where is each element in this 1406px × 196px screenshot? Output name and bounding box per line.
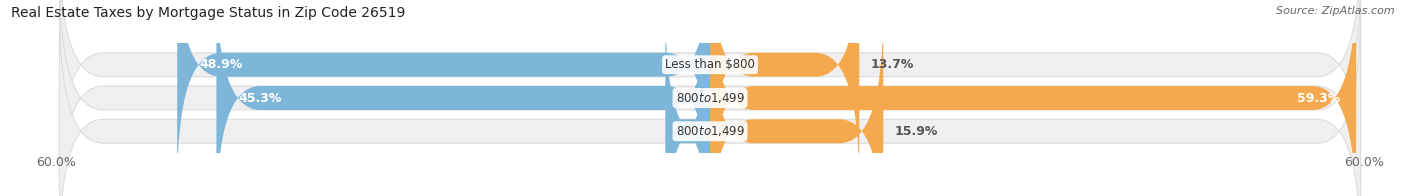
FancyBboxPatch shape bbox=[665, 10, 710, 196]
Text: 48.9%: 48.9% bbox=[200, 58, 242, 71]
Text: Real Estate Taxes by Mortgage Status in Zip Code 26519: Real Estate Taxes by Mortgage Status in … bbox=[11, 6, 405, 20]
Text: 15.9%: 15.9% bbox=[894, 125, 938, 138]
Legend: Without Mortgage, With Mortgage: Without Mortgage, With Mortgage bbox=[588, 193, 832, 196]
FancyBboxPatch shape bbox=[59, 0, 1361, 186]
FancyBboxPatch shape bbox=[59, 0, 1361, 196]
FancyBboxPatch shape bbox=[710, 0, 859, 186]
FancyBboxPatch shape bbox=[59, 10, 1361, 196]
Text: 13.7%: 13.7% bbox=[870, 58, 914, 71]
Text: 59.3%: 59.3% bbox=[1296, 92, 1340, 104]
Text: 4.1%: 4.1% bbox=[688, 125, 721, 138]
Text: Less than $800: Less than $800 bbox=[665, 58, 755, 71]
FancyBboxPatch shape bbox=[710, 0, 1357, 196]
FancyBboxPatch shape bbox=[217, 0, 710, 196]
Text: $800 to $1,499: $800 to $1,499 bbox=[675, 91, 745, 105]
Text: 45.3%: 45.3% bbox=[238, 92, 281, 104]
FancyBboxPatch shape bbox=[177, 0, 710, 186]
Text: Source: ZipAtlas.com: Source: ZipAtlas.com bbox=[1277, 6, 1395, 16]
FancyBboxPatch shape bbox=[710, 10, 883, 196]
Text: $800 to $1,499: $800 to $1,499 bbox=[675, 124, 745, 138]
